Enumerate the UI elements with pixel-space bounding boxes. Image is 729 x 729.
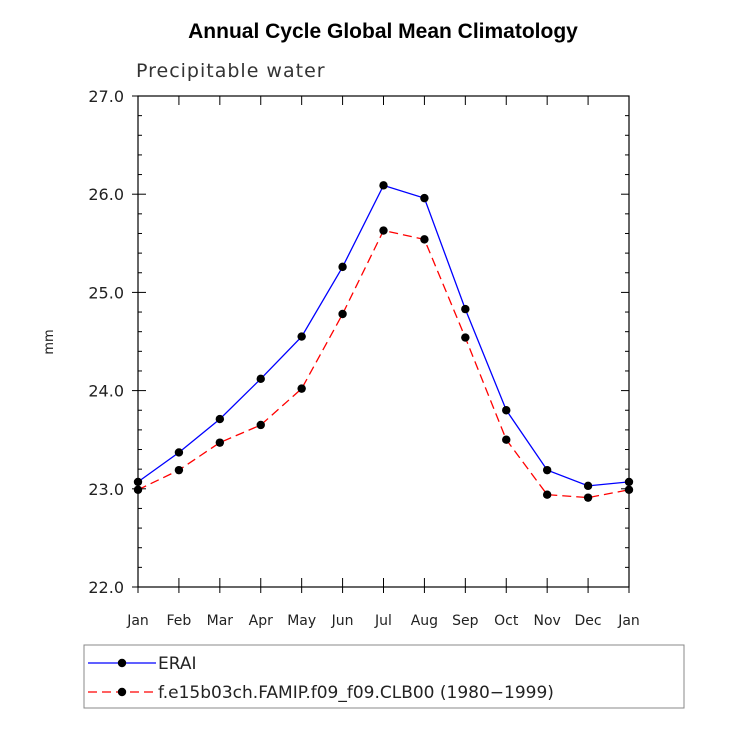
legend-marker: [117, 658, 127, 668]
y-tick-label: 22.0: [88, 578, 124, 597]
y-tick-label: 26.0: [88, 185, 124, 204]
x-tick-label: Nov: [534, 613, 561, 629]
data-point: [583, 493, 593, 502]
data-point: [583, 481, 593, 491]
chart-subtitle: Precipitable water: [136, 60, 326, 82]
x-tick-label: Jun: [331, 613, 354, 629]
x-tick-labels: Jan Feb Mar Apr May Jun Jul Aug Sep Oct Nov Dec Jan: [126, 613, 640, 629]
data-point: [297, 332, 306, 341]
legend: ERAI f.e15b03ch.FAMIP.f09_f09.CLB00 (1980…: [88, 654, 554, 703]
y-axis-label: mm: [42, 329, 57, 354]
data-point: [420, 193, 429, 203]
legend-marker: [117, 687, 127, 697]
x-tick-label: Mar: [207, 613, 234, 629]
x-tick-label: Oct: [494, 613, 519, 629]
x-tick-label: Feb: [167, 613, 192, 629]
series-line-2: [137, 229, 630, 499]
legend-label: ERAI: [158, 654, 197, 674]
data-point: [133, 485, 143, 494]
axis-ticks: [132, 95, 630, 593]
x-tick-label: Jan: [126, 613, 149, 629]
data-point: [256, 420, 265, 430]
x-tick-label: Dec: [575, 613, 602, 629]
data-point: [215, 438, 225, 447]
x-tick-label: Apr: [249, 613, 273, 629]
data-point: [542, 490, 552, 499]
data-point: [256, 374, 265, 384]
data-point: [461, 304, 470, 314]
plot-frame: [137, 95, 630, 588]
data-point: [215, 414, 225, 424]
y-tick-label: 25.0: [88, 283, 124, 302]
y-tick-label: 24.0: [88, 382, 124, 401]
data-point: [461, 333, 470, 342]
data-point: [379, 181, 388, 190]
data-point: [502, 406, 511, 415]
data-point: [338, 309, 347, 319]
legend-box: [83, 644, 685, 709]
data-point: [174, 465, 184, 475]
data-point: [624, 477, 634, 487]
data-point: [542, 465, 552, 475]
series-layer: [133, 181, 634, 502]
data-point: [502, 435, 511, 444]
x-tick-label: May: [287, 613, 316, 629]
x-tick-label: Jan: [617, 613, 640, 629]
y-tick-label: 27.0: [88, 87, 124, 106]
data-point: [174, 448, 184, 457]
y-tick-labels: 22.0 23.0 24.0 25.0 26.0 27.0: [88, 87, 124, 597]
legend-label: f.e15b03ch.FAMIP.f09_f09.CLB00 (1980−199…: [158, 683, 554, 703]
y-tick-label: 23.0: [88, 480, 124, 499]
data-point: [379, 226, 388, 235]
data-point: [297, 384, 306, 393]
chart-title: Annual Cycle Global Mean Climatology: [188, 20, 578, 43]
x-tick-label: Jul: [374, 613, 392, 629]
data-point: [420, 235, 429, 244]
data-point: [338, 262, 347, 272]
data-point: [624, 485, 634, 494]
x-tick-label: Aug: [411, 613, 438, 629]
data-point: [133, 477, 143, 487]
x-tick-label: Sep: [452, 613, 479, 629]
